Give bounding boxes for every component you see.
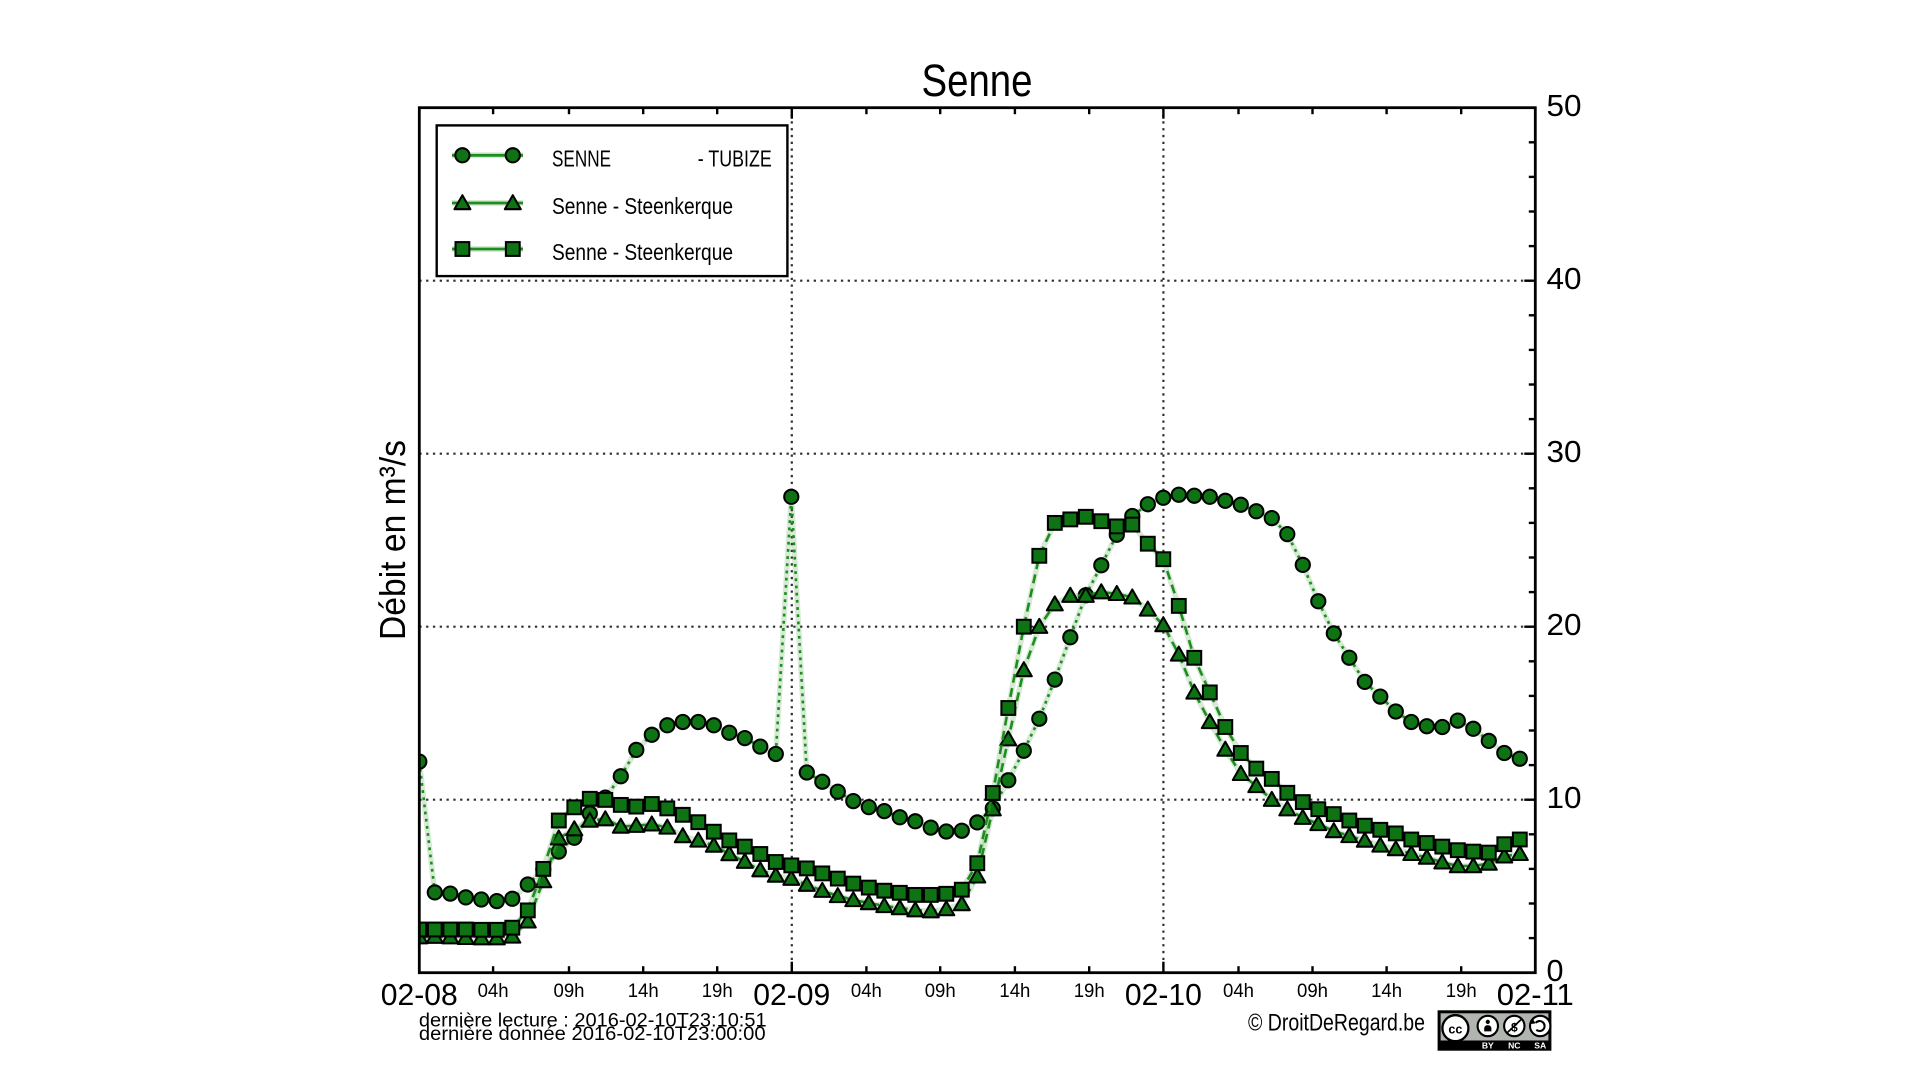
svg-text:Senne: Senne: [922, 55, 1033, 106]
svg-text:09h: 09h: [925, 980, 956, 1002]
svg-text:- TUBIZE: - TUBIZE: [698, 145, 772, 171]
svg-text:14h: 14h: [628, 980, 659, 1002]
svg-text:SA: SA: [1534, 1041, 1546, 1051]
svg-text:$: $: [1511, 1020, 1518, 1034]
svg-text:dernière donnée 2016-02-10T23: dernière donnée 2016-02-10T23:00:00: [419, 1024, 766, 1045]
svg-text:40: 40: [1547, 261, 1582, 296]
svg-text:02-09: 02-09: [753, 977, 830, 1012]
svg-text:© DroitDeRegard.be: © DroitDeRegard.be: [1248, 1010, 1425, 1037]
svg-text:14h: 14h: [999, 980, 1030, 1002]
svg-text:09h: 09h: [554, 980, 585, 1002]
svg-text:Senne - Steenkerque: Senne - Steenkerque: [552, 239, 733, 265]
svg-text:Senne - Steenkerque: Senne - Steenkerque: [552, 193, 733, 219]
svg-text:09h: 09h: [1297, 980, 1328, 1002]
svg-text:19h: 19h: [1446, 980, 1477, 1002]
svg-text:19h: 19h: [702, 980, 733, 1002]
svg-text:20: 20: [1547, 607, 1582, 642]
svg-text:04h: 04h: [478, 980, 509, 1002]
svg-text:10: 10: [1547, 780, 1582, 815]
svg-text:19h: 19h: [1074, 980, 1105, 1002]
svg-text:BY: BY: [1482, 1041, 1494, 1051]
svg-text:02-08: 02-08: [381, 977, 458, 1012]
svg-text:Débit en m³/s: Débit en m³/s: [372, 440, 413, 640]
svg-text:cc: cc: [1448, 1021, 1462, 1036]
svg-text:0: 0: [1547, 953, 1564, 988]
svg-text:50: 50: [1547, 88, 1582, 123]
svg-text:dernière lecture : 2016-02-10T: dernière lecture : 2016-02-10T23:10:51: [419, 1011, 767, 1032]
svg-text:04h: 04h: [851, 980, 882, 1002]
svg-text:14h: 14h: [1371, 980, 1402, 1002]
svg-text:02-11: 02-11: [1497, 977, 1574, 1012]
svg-text:30: 30: [1547, 434, 1582, 469]
svg-text:02-10: 02-10: [1125, 977, 1202, 1012]
svg-text:NC: NC: [1508, 1041, 1520, 1051]
svg-text:04h: 04h: [1223, 980, 1254, 1002]
svg-text:SENNE: SENNE: [552, 145, 611, 171]
